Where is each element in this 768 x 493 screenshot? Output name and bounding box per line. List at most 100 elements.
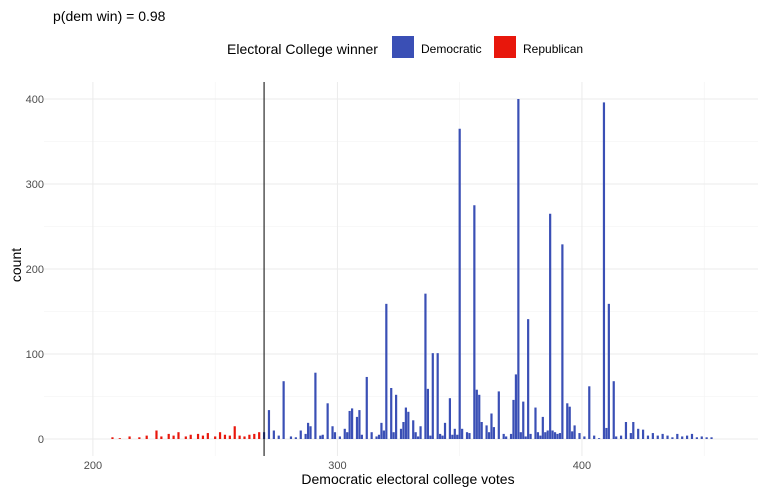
bar-democratic-378 <box>527 319 530 439</box>
bar-republican-226 <box>155 430 158 439</box>
bar-democratic-343 <box>441 435 444 439</box>
bar-democratic-322 <box>390 388 393 439</box>
bar-democratic-350 <box>458 128 461 439</box>
bar-democratic-386 <box>546 430 549 439</box>
legend: Electoral College winner Democratic Repu… <box>227 36 583 58</box>
bar-democratic-421 <box>632 422 635 439</box>
bar-democratic-385 <box>544 432 547 439</box>
legend-title: Electoral College winner <box>227 41 378 57</box>
bar-democratic-394 <box>566 403 569 439</box>
bar-democratic-439 <box>676 433 679 439</box>
bar-democratic-391 <box>558 433 562 439</box>
bar-democratic-409 <box>602 102 606 440</box>
bar-democratic-374 <box>517 99 520 439</box>
bar-democratic-305 <box>348 410 351 439</box>
bar-democratic-304 <box>346 432 349 439</box>
legend-label-democratic: Democratic <box>421 42 482 56</box>
bar-democratic-337 <box>426 388 429 439</box>
bar-republican-231 <box>167 433 170 439</box>
bar-democratic-375 <box>519 432 522 439</box>
bar-republican-258 <box>233 426 236 439</box>
bar-democratic-336 <box>424 293 427 439</box>
bar-democratic-368 <box>502 433 505 439</box>
bars <box>111 99 713 440</box>
bar-democratic-294 <box>321 434 324 439</box>
bar-democratic-276 <box>277 435 280 439</box>
bar-republican-264 <box>248 434 251 439</box>
bar-democratic-319 <box>382 430 385 439</box>
bar-democratic-445 <box>690 433 694 439</box>
bar-republican-219 <box>138 437 141 439</box>
bar-republican-222 <box>145 435 148 439</box>
bar-democratic-316 <box>375 436 378 439</box>
y-axis-ticks: 0 100 200 300 400 <box>26 94 44 446</box>
bar-democratic-382 <box>536 432 540 439</box>
bar-democratic-274 <box>272 430 275 439</box>
bar-democratic-341 <box>436 353 439 439</box>
bar-democratic-371 <box>509 433 513 439</box>
bar-democratic-381 <box>534 407 537 439</box>
bar-democratic-423 <box>637 428 640 439</box>
bar-democratic-326 <box>399 428 403 439</box>
bar-republican-228 <box>160 436 163 439</box>
bar-democratic-401 <box>583 436 586 439</box>
bar-democratic-411 <box>607 303 610 439</box>
bar-republican-238 <box>184 436 187 439</box>
bar-democratic-327 <box>402 422 405 439</box>
bar-democratic-317 <box>377 434 381 439</box>
bar-democratic-272 <box>267 410 271 439</box>
bar-republican-243 <box>196 433 200 439</box>
bar-democratic-416 <box>619 435 623 439</box>
bar-democratic-383 <box>539 435 542 439</box>
bar-republican-245 <box>201 435 205 439</box>
bar-democratic-293 <box>319 435 322 439</box>
bar-democratic-338 <box>429 435 432 439</box>
x-tick-label: 300 <box>328 460 346 472</box>
bar-democratic-372 <box>512 399 515 439</box>
bar-democratic-328 <box>404 407 407 439</box>
bar-democratic-437 <box>671 437 674 439</box>
y-tick-label: 200 <box>26 264 44 276</box>
y-tick-label: 400 <box>26 94 44 106</box>
bar-democratic-449 <box>700 436 703 439</box>
legend-label-republican: Republican <box>523 42 583 56</box>
bar-democratic-363 <box>490 413 493 439</box>
bar-democratic-331 <box>412 420 415 439</box>
x-axis-ticks: 200 300 400 <box>84 460 591 472</box>
bar-democratic-356 <box>473 205 476 439</box>
bar-democratic-318 <box>380 422 383 439</box>
bar-democratic-334 <box>419 426 422 439</box>
bar-democratic-324 <box>395 394 398 439</box>
bar-democratic-431 <box>656 435 659 439</box>
bar-republican-211 <box>118 438 121 439</box>
bar-democratic-369 <box>505 436 508 439</box>
bar-democratic-403 <box>588 386 591 439</box>
bar-democratic-309 <box>358 410 361 439</box>
bar-republican-254 <box>223 434 227 439</box>
bar-republican-266 <box>253 433 256 439</box>
bar-republican-260 <box>238 435 241 439</box>
bar-democratic-296 <box>326 403 329 439</box>
bar-democratic-351 <box>461 428 464 439</box>
bar-democratic-303 <box>343 428 346 439</box>
bar-democratic-308 <box>355 416 359 439</box>
bar-democratic-358 <box>478 394 481 439</box>
bar-democratic-427 <box>646 435 650 439</box>
bar-democratic-425 <box>641 429 645 439</box>
bar-republican-262 <box>243 436 246 439</box>
bar-democratic-288 <box>306 422 310 439</box>
bar-democratic-396 <box>571 431 574 439</box>
bar-republican-235 <box>177 432 180 439</box>
bar-democratic-397 <box>573 425 576 439</box>
bar-democratic-346 <box>448 398 452 439</box>
legend-swatch-democratic <box>392 36 414 58</box>
chart-title: p(dem win) = 0.98 <box>53 8 166 24</box>
bar-democratic-447 <box>695 437 698 439</box>
bar-democratic-379 <box>529 433 532 439</box>
bar-republican-252 <box>218 432 222 439</box>
bar-democratic-435 <box>666 435 669 439</box>
bar-democratic-349 <box>456 434 459 439</box>
bar-democratic-395 <box>568 406 571 439</box>
bar-republican-247 <box>206 433 209 439</box>
bar-democratic-333 <box>417 436 420 439</box>
